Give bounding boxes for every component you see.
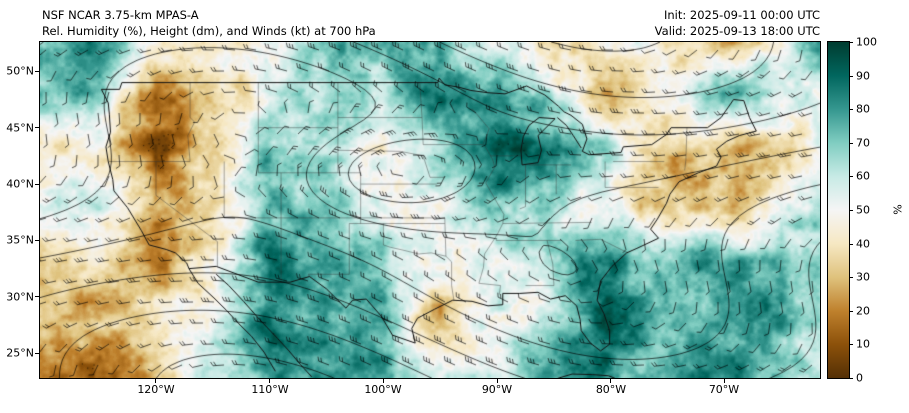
y-axis-tickmark: [35, 183, 39, 185]
colorbar-tick-label: 60: [856, 169, 870, 183]
x-axis-tick-label: 80°W: [595, 383, 627, 396]
init-time: Init: 2025-09-11 00:00 UTC: [664, 8, 820, 22]
map-canvas: [40, 42, 820, 378]
x-axis-tickmark: [610, 379, 612, 383]
x-axis-tickmark: [382, 379, 384, 383]
model-name: NSF NCAR 3.75-km MPAS-A: [42, 8, 199, 22]
y-axis-tick-label: 45°N: [6, 121, 34, 135]
y-axis-tickmark: [35, 239, 39, 241]
colorbar-tickmark: [850, 42, 853, 43]
x-axis-tick-label: 110°W: [251, 383, 289, 396]
colorbar-tickmark: [850, 75, 853, 77]
colorbar-tick-labels: 100 90 80 70 60 50 40 30 20 10 0: [856, 36, 890, 385]
colorbar-tickmark: [850, 109, 853, 111]
colorbar-tickmark: [850, 310, 853, 312]
valid-time: Valid: 2025-09-13 18:00 UTC: [654, 24, 820, 38]
colorbar-tick-label: 90: [856, 69, 870, 83]
x-axis-tickmark: [496, 379, 498, 383]
colorbar-tickmark: [850, 243, 853, 245]
colorbar-tick-label: 10: [856, 337, 870, 351]
y-axis-tickmark: [35, 70, 39, 72]
colorbar-tick-label: 0: [856, 371, 863, 385]
y-axis-tickmark: [35, 296, 39, 298]
colorbar-tick-label: 100: [856, 35, 877, 49]
colorbar-gradient: [828, 42, 849, 378]
colorbar-tickmark: [850, 277, 853, 279]
colorbar-tick-label: 20: [856, 304, 870, 318]
x-axis-tickmark: [723, 379, 725, 383]
product-subtitle: Rel. Humidity (%), Height (dm), and Wind…: [42, 24, 376, 38]
y-axis-tick-label: 30°N: [6, 290, 34, 304]
colorbar-tick-label: 70: [856, 136, 870, 150]
colorbar-tickmark: [850, 142, 853, 144]
colorbar: [827, 41, 850, 379]
colorbar-tickmark: [850, 344, 853, 346]
colorbar-tickmark: [850, 176, 853, 178]
y-axis-tick-label: 50°N: [6, 64, 34, 78]
y-axis-tick-label: 25°N: [6, 346, 34, 360]
run-time-block: Init: 2025-09-11 00:00 UTC Valid: 2025-0…: [655, 7, 820, 39]
y-axis-tickmark: [35, 352, 39, 354]
colorbar-unit-label: %: [891, 204, 905, 215]
colorbar-tick-label: 40: [856, 237, 870, 251]
figure-title-block: NSF NCAR 3.75-km MPAS-A Rel. Humidity (%…: [42, 7, 376, 39]
map-plot-area: [39, 41, 821, 379]
colorbar-tick-label: 50: [856, 203, 870, 217]
colorbar-tickmark: [850, 210, 853, 211]
y-axis-tickmark: [35, 127, 39, 129]
colorbar-tick-label: 30: [856, 270, 870, 284]
x-axis-tick-label: 90°W: [481, 383, 513, 396]
x-axis-tick-label: 120°W: [137, 383, 175, 396]
colorbar-tick-label: 80: [856, 102, 870, 116]
x-axis-tick-label: 70°W: [708, 383, 740, 396]
y-axis-tick-label: 35°N: [6, 233, 34, 247]
x-axis-tick-label: 100°W: [364, 383, 402, 396]
x-axis-tickmark: [269, 379, 271, 383]
x-axis-tickmark: [155, 379, 157, 383]
y-axis-tick-label: 40°N: [6, 177, 34, 191]
colorbar-tickmark: [850, 378, 853, 379]
